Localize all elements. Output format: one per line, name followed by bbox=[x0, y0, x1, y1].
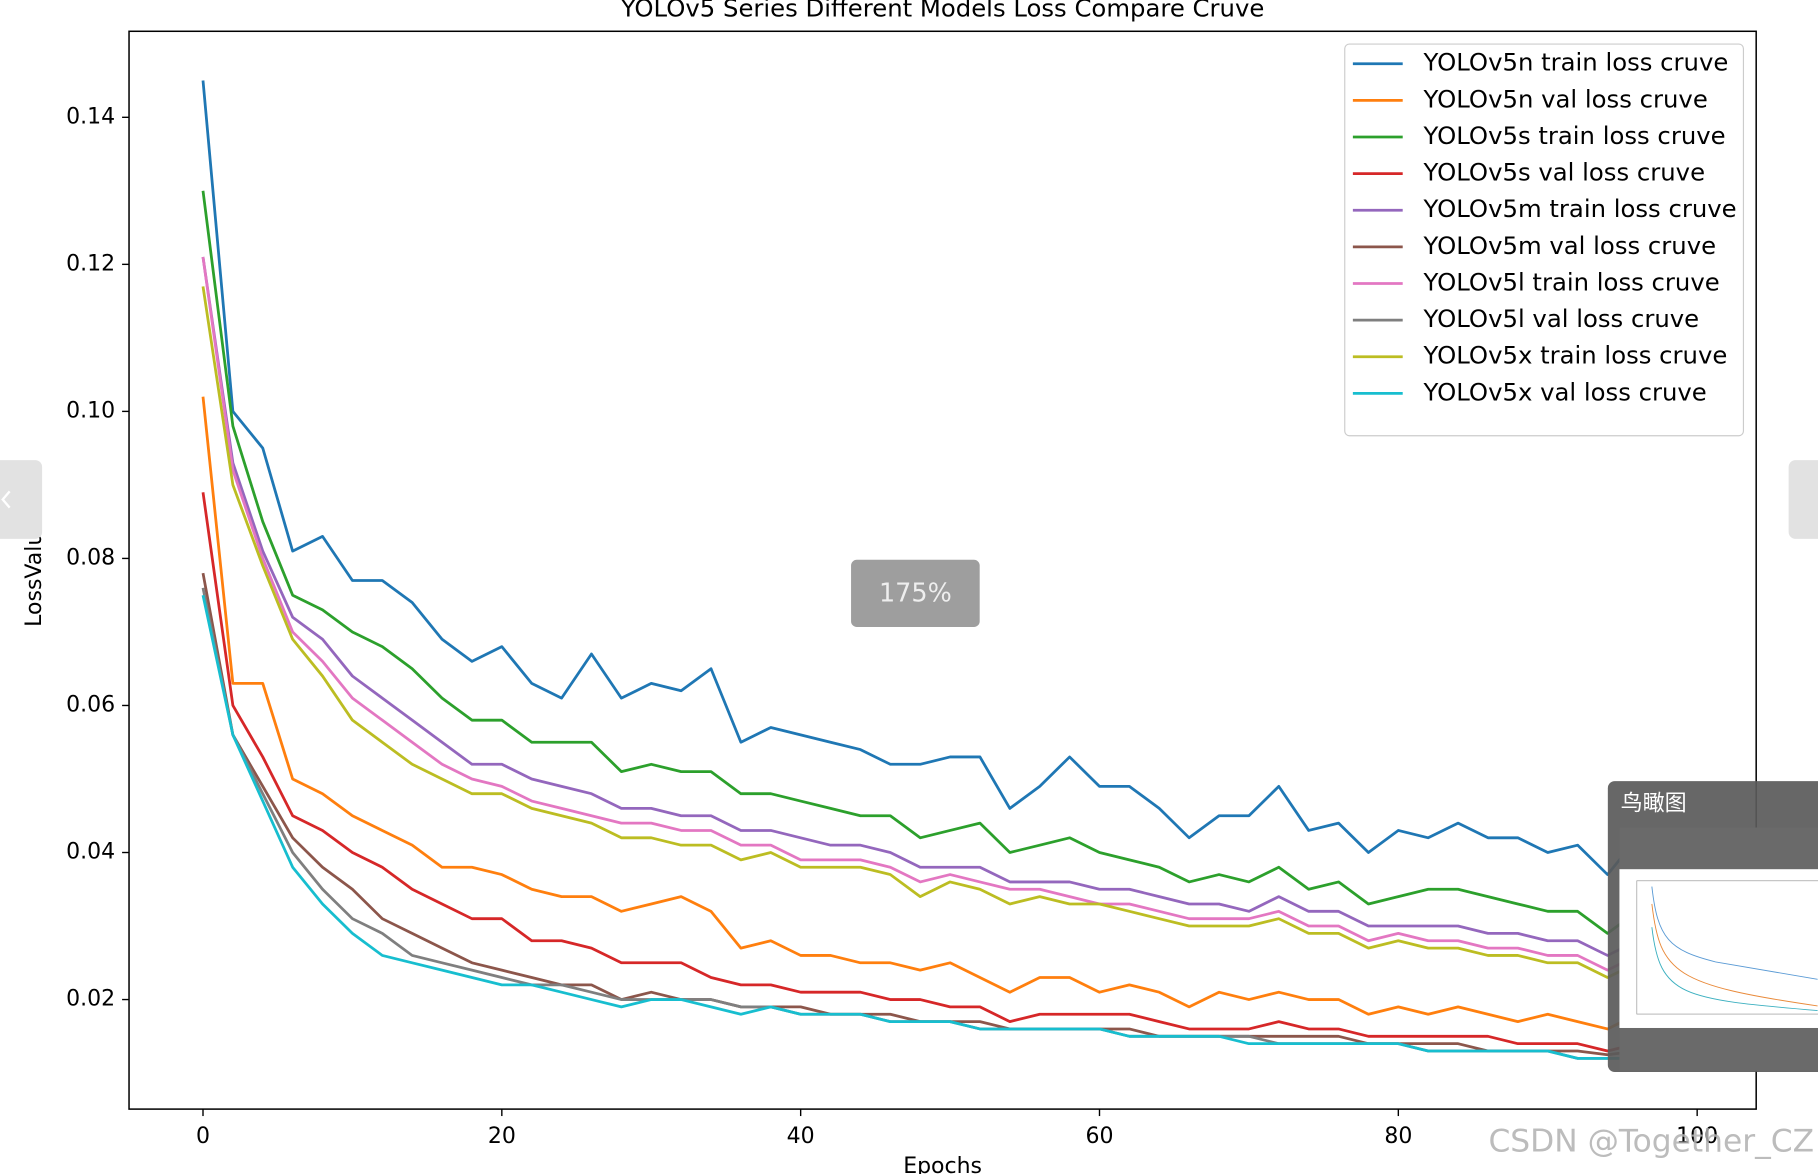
plot-area bbox=[201, 80, 1683, 1060]
axes: 0 20 40 60 80 100 0.02 0.04 0.06 0.08 0.10 0.12 0.14 bbox=[66, 104, 1718, 1149]
series-line bbox=[201, 190, 1683, 935]
axes-frame bbox=[128, 30, 1757, 1110]
y-tick-label: 0.12 bbox=[66, 251, 115, 276]
overview-title: 鸟瞰图 bbox=[1621, 791, 1687, 816]
x-tick-label: 80 bbox=[1384, 1124, 1412, 1149]
thumbnail-line bbox=[1651, 927, 1818, 1012]
y-tick-label: 0.08 bbox=[66, 545, 115, 570]
series-line bbox=[201, 80, 1683, 876]
next-button[interactable] bbox=[1788, 460, 1818, 539]
legend-label: YOLOv5n val loss cruve bbox=[1423, 84, 1708, 113]
legend-box bbox=[1344, 43, 1745, 437]
prev-icon bbox=[1, 490, 11, 509]
y-tick-label: 0.04 bbox=[66, 840, 115, 865]
x-tick-label: 0 bbox=[196, 1124, 210, 1149]
legend-label: YOLOv5m train loss cruve bbox=[1423, 194, 1737, 223]
watermark: CSDN @Together_CZ bbox=[1488, 1124, 1814, 1160]
viewer-overlay: 175% 鸟瞰图 CSDN @Together_CZ bbox=[0, 460, 1818, 1160]
x-tick-label: 60 bbox=[1085, 1124, 1113, 1149]
x-tick-label: 40 bbox=[787, 1124, 815, 1149]
x-axis-label: Epochs bbox=[903, 1154, 982, 1174]
legend-label: YOLOv5l val loss cruve bbox=[1423, 304, 1700, 333]
zoom-badge bbox=[851, 559, 980, 627]
series-line bbox=[201, 286, 1683, 979]
series-line bbox=[201, 492, 1683, 1053]
thumbnail-line bbox=[1651, 903, 1818, 1007]
legend-label: YOLOv5x train loss cruve bbox=[1423, 341, 1728, 370]
thumbnail-frame bbox=[1636, 880, 1818, 1015]
legend-label: YOLOv5m val loss cruve bbox=[1423, 231, 1717, 260]
y-tick-label: 0.10 bbox=[66, 398, 115, 423]
series-line bbox=[201, 594, 1683, 1060]
legend-label: YOLOv5x val loss cruve bbox=[1423, 377, 1707, 406]
legend: YOLOv5n train loss cruve YOLOv5n val loss… bbox=[1344, 43, 1745, 437]
y-tick-label: 0.02 bbox=[66, 987, 115, 1012]
y-tick-label: 0.14 bbox=[66, 104, 115, 129]
legend-label: YOLOv5l train loss cruve bbox=[1423, 267, 1720, 296]
zoom-text: 175% bbox=[879, 579, 952, 609]
x-tick-label: 100 bbox=[1676, 1124, 1718, 1149]
series-line bbox=[201, 396, 1683, 1031]
overview-thumbnail[interactable] bbox=[1619, 869, 1818, 1028]
prev-button[interactable] bbox=[0, 460, 43, 539]
x-tick-label: 20 bbox=[488, 1124, 516, 1149]
thumbnail-line bbox=[1651, 886, 1818, 980]
series-line bbox=[201, 256, 1683, 957]
legend-label: YOLOv5s train loss cruve bbox=[1423, 121, 1726, 150]
series-line bbox=[201, 256, 1683, 972]
legend-label: YOLOv5n train loss cruve bbox=[1423, 48, 1729, 77]
legend-label: YOLOv5s val loss cruve bbox=[1423, 158, 1705, 187]
chart-title: YOLOv5 Series Different Models Loss Comp… bbox=[620, 0, 1264, 22]
y-tick-label: 0.06 bbox=[66, 692, 115, 717]
